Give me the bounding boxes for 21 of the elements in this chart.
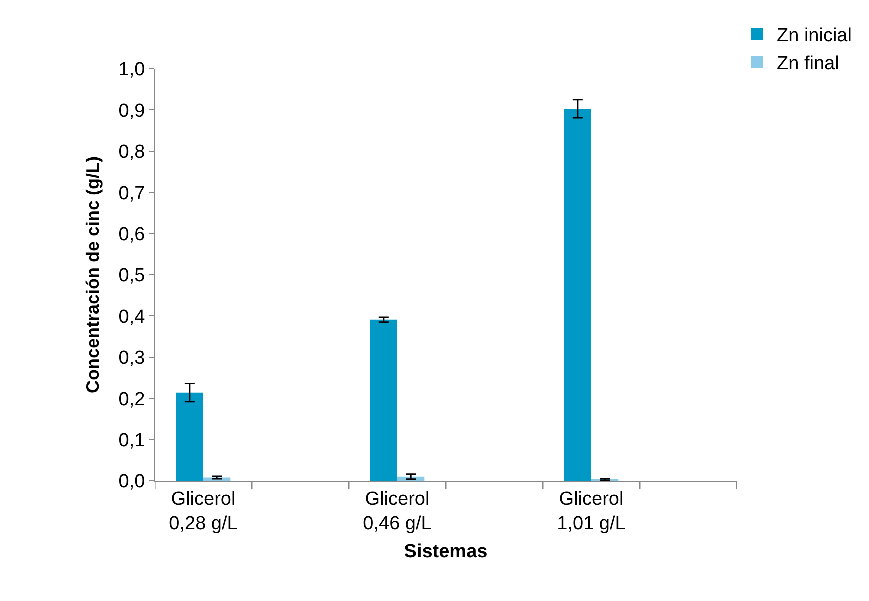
x-tick-label: Glicerol 0,28 g/L: [169, 488, 238, 534]
bar: [564, 108, 592, 481]
y-tick-label: 0,3: [118, 348, 146, 370]
legend-label: Zn inicial: [777, 26, 852, 47]
y-tick-label: 0,9: [118, 100, 146, 122]
bar: [176, 392, 204, 481]
y-tick-label: 0,1: [118, 430, 146, 452]
legend-label: Zn final: [777, 53, 840, 74]
x-tick-label: Glicerol 0,46 g/L: [363, 488, 432, 534]
y-axis-title: Concentración de cinc (g/L): [82, 156, 103, 394]
y-tick-label: 0,8: [118, 142, 146, 164]
y-tick-label: 0,5: [118, 266, 146, 287]
y-tick-label: 1,0: [118, 60, 146, 81]
x-axis-title: Sistemas: [404, 541, 488, 562]
x-tick-label: Glicerol 1,01 g/L: [557, 488, 626, 534]
bar: [370, 320, 398, 481]
y-tick-label: 0,4: [118, 306, 146, 328]
y-tick-label: 0,2: [118, 389, 146, 410]
y-tick-label: 0,7: [118, 183, 146, 204]
y-tick-label: 0,6: [118, 224, 146, 246]
y-tick-label: 0,0: [118, 472, 146, 493]
